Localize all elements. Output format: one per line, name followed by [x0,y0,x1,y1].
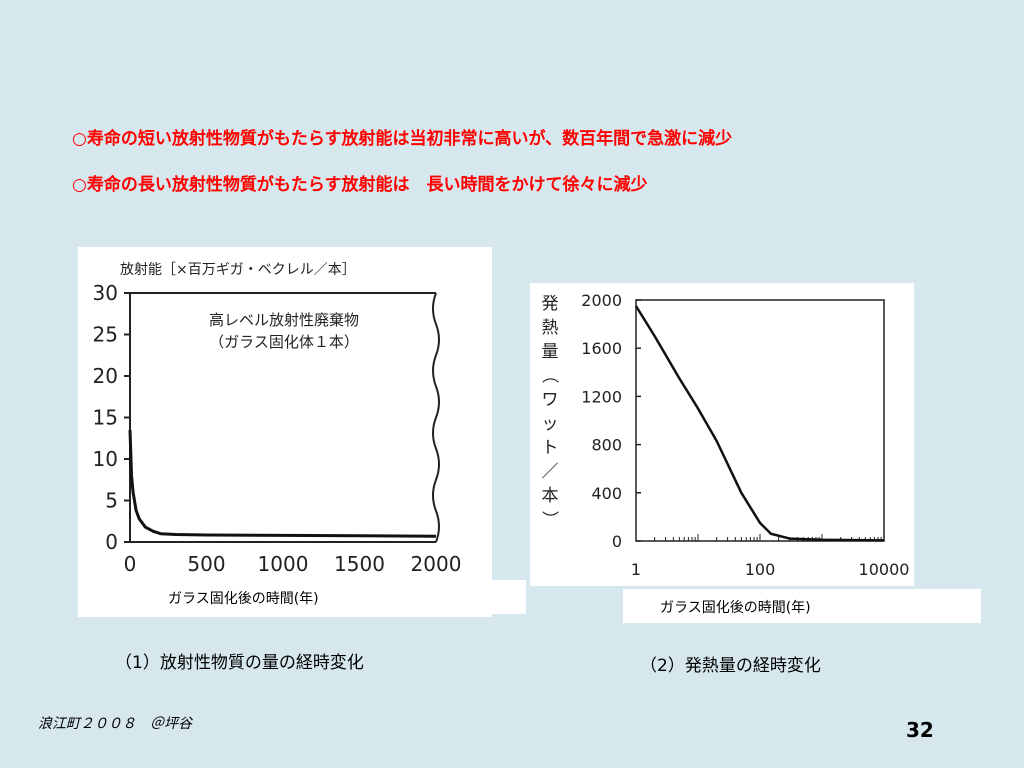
x-tick-label: 1 [631,560,641,579]
chart-radioactivity-panel: 放射能［×百万ギガ・ベクレル／本］ 0 5 10 15 20 25 30 0 500 1000 150… [78,247,492,617]
chart-heat: 発熱量 （ ワット ／ 本 ） 0 400 800 1200 1600 2000 1 100 10000 [539,291,910,579]
headline-short-lived: ○寿命の短い放射性物質がもたらす放射能は当初非常に高いが、数百年間で急激に減少 [72,129,733,149]
y-tick-label: 1200 [581,387,622,406]
chart-radioactivity-xlabel: ガラス固化後の時間(年) [168,591,319,607]
y-tick-label: 400 [591,484,622,503]
heat-line [634,305,885,542]
chart-heat-ylabel-char: ッ [542,414,559,434]
y-tick-label: 20 [93,364,118,388]
x-tick-label: 500 [187,552,225,576]
chart-heat-ylabel-char: 熱 [542,318,559,338]
x-tick-label: 2000 [411,552,462,576]
chart-heat-ylabel-char: （ [539,367,559,384]
y-tick-label: 1600 [581,339,622,358]
page-number: 32 [906,718,934,742]
chart-heat-panel: 発熱量 （ ワット ／ 本 ） 0 400 800 1200 1600 2000 1 100 10000 [530,283,914,586]
chart-heat-ylabel-char: ） [539,511,559,528]
chart-radioactivity-ylabel: 放射能［×百万ギガ・ベクレル／本］ [120,262,356,278]
chart-heat-ylabel-char: 量 [542,342,559,362]
y-tick-label: 2000 [581,291,622,310]
headline-long-lived: ○寿命の長い放射性物質がもたらす放射能は 長い時間をかけて徐々に減少 [72,175,648,195]
y-tick-label: 800 [591,436,622,455]
chart-radioactivity: 放射能［×百万ギガ・ベクレル／本］ 0 5 10 15 20 25 30 0 500 1000 150… [93,262,462,576]
chart-heat-xlabel: ガラス固化後の時間(年) [660,600,811,616]
x-tick-label: 1000 [258,552,309,576]
x-tick-label: 10000 [859,560,910,579]
axis-break-wave [432,292,440,543]
chart-radioactivity-caption: （1）放射性物質の量の経時変化 [115,653,364,673]
y-tick-label: 10 [93,447,118,471]
chart-heat-xlabel-box [623,589,981,623]
chart-heat-ylabel-char: ／ [542,462,559,482]
x-tick-label: 100 [745,560,776,579]
chart-radioactivity-xlabel-box [160,580,526,614]
chart-heat-ylabel-char: 本 [542,486,559,506]
y-tick-label: 0 [612,532,622,551]
x-tick-label: 1500 [334,552,385,576]
y-tick-label: 25 [93,323,118,347]
y-tick-label: 15 [93,406,118,430]
chart-annotation: （ガラス固化体１本） [209,333,359,351]
chart-heat-ylabel-char: ワ [542,390,559,410]
chart-annotation: 高レベル放射性廃棄物 [209,311,359,329]
chart-heat-ylabel-char: 発 [542,294,559,314]
y-tick-label: 5 [105,489,118,513]
chart-heat-ylabel-char: ト [542,438,559,458]
footer-credit: 浪江町２００８ ＠坪谷 [38,716,192,732]
chart-heat-caption: （2）発熱量の経時変化 [640,656,821,676]
x-tick-label: 0 [124,552,137,576]
y-tick-label: 30 [93,281,118,305]
y-tick-label: 0 [105,530,118,554]
plot-frame [635,299,885,542]
radioactivity-line [128,429,437,538]
